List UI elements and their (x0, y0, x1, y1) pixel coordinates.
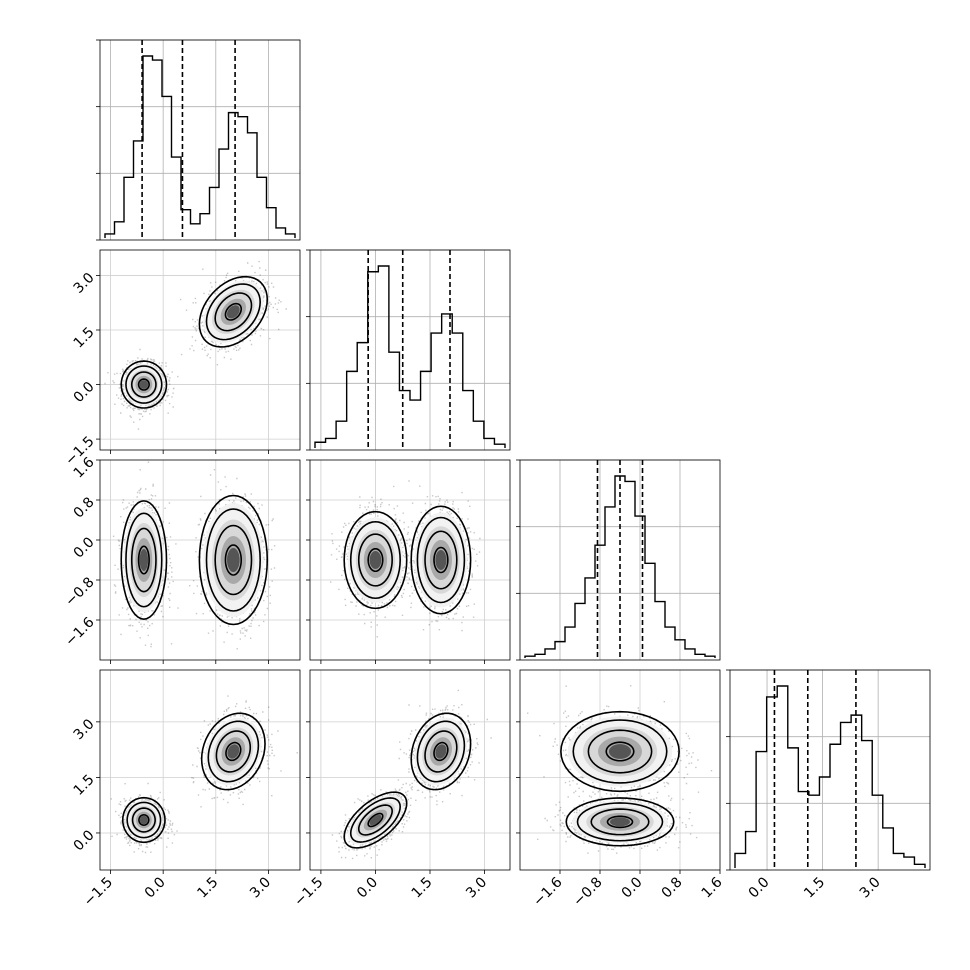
x-tick-label: 1.5 (801, 874, 828, 901)
y-tick-label: 0.0 (71, 534, 98, 561)
x-tick-label: 0.8 (659, 874, 686, 901)
x-tick-label: 0.0 (619, 874, 646, 901)
x-tick-label: 0.0 (746, 874, 773, 901)
x-tick-label: −1.6 (530, 874, 565, 909)
scatter-panel-1-2 (310, 460, 510, 660)
x-tick-label: −1.5 (81, 874, 116, 909)
density-fill (227, 548, 240, 572)
density-fill (610, 817, 630, 826)
density-fill (435, 550, 446, 570)
x-tick-label: −1.5 (291, 874, 326, 909)
x-tick-label: 0.0 (142, 874, 169, 901)
density-fill (140, 549, 148, 571)
y-tick-label: −0.8 (62, 574, 97, 609)
scatter-panel-1-3 (310, 670, 510, 870)
x-tick-label: −0.8 (570, 874, 605, 909)
y-tick-label: 3.0 (71, 270, 98, 297)
density-fill (140, 380, 148, 389)
y-tick-label: 0.0 (71, 379, 98, 406)
y-tick-label: −1.6 (62, 614, 97, 649)
y-tick-label: 1.5 (71, 772, 98, 799)
x-tick-label: 3.0 (247, 874, 274, 901)
histogram-panel-1 (310, 250, 510, 450)
y-tick-label: 0.8 (71, 494, 98, 521)
y-tick-label: 0.0 (71, 827, 98, 854)
y-tick-label: 3.0 (71, 716, 98, 743)
density-fill (140, 816, 148, 824)
x-tick-label: 1.5 (409, 874, 436, 901)
x-tick-label: 3.0 (857, 874, 884, 901)
x-tick-label: 3.0 (463, 874, 490, 901)
density-fill (370, 551, 382, 569)
x-tick-label: 1.5 (194, 874, 221, 901)
density-fill (609, 744, 631, 759)
scatter-panel-0-1 (100, 250, 300, 450)
y-tick-label: 1.5 (71, 324, 98, 351)
x-tick-label: 0.0 (354, 874, 381, 901)
histogram-panel-0 (100, 40, 300, 240)
x-tick-label: 1.6 (699, 874, 726, 901)
